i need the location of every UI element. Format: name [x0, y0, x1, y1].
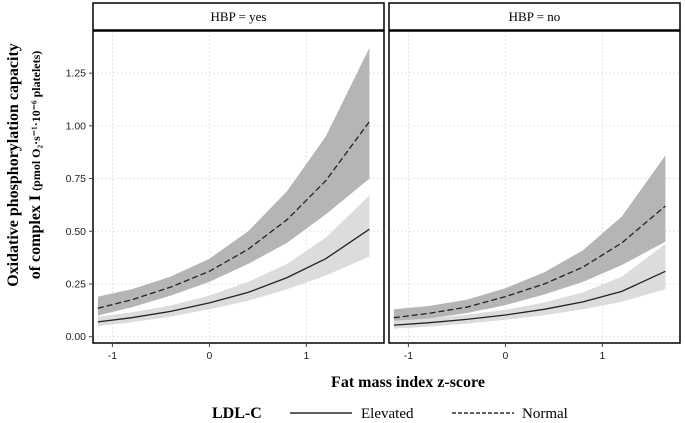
x-tick-label: -1	[404, 350, 413, 362]
series-line-elevated	[97, 228, 370, 323]
panel-2: HBP = no -1 0 1	[388, 2, 681, 362]
y-axis-title-line1: Oxidative phosphorylation capacity	[5, 43, 22, 287]
legend-label-normal: Normal	[522, 406, 568, 422]
series-line-normal	[97, 121, 370, 309]
series-line-normal	[393, 205, 666, 319]
x-axis-title: Fat mass index z-score	[331, 374, 485, 391]
confidence-band-elevated	[97, 195, 370, 327]
y-axis-title-line2: of complex I	[27, 195, 44, 279]
y-tick-label: 0.25	[66, 278, 87, 290]
x-tick-label: 1	[599, 350, 605, 362]
legend: LDL-C Elevated Normal	[212, 405, 568, 422]
confidence-band-normal	[97, 47, 370, 316]
y-tick-label: 0.00	[66, 331, 87, 343]
x-tick-label: 1	[303, 350, 309, 362]
y-axis-title: Oxidative phosphorylation capacity of co…	[5, 43, 44, 287]
panel-strip	[388, 2, 681, 31]
x-tick-label: 0	[502, 350, 508, 362]
panel-border	[92, 30, 385, 344]
panel-strip	[92, 2, 385, 31]
series-line-elevated	[393, 270, 666, 326]
panel-strip-label: HBP = yes	[211, 9, 267, 24]
y-tick-label: 1.25	[66, 68, 87, 80]
panel-strip-label: HBP = no	[509, 9, 561, 24]
svg-text:Oxidative phosphorylation capa: Oxidative phosphorylation capacity	[5, 43, 22, 287]
legend-label-elevated: Elevated	[361, 406, 414, 422]
y-tick-label: 0.75	[66, 173, 87, 185]
y-tick-label: 1.00	[66, 120, 87, 132]
confidence-band-normal	[393, 155, 666, 323]
y-tick-label: 0.50	[66, 226, 87, 238]
x-tick-label: 0	[206, 350, 212, 362]
panel-1: HBP = yes 0.00 0.25 0.50 0.75 1.00 1.25 -1 0 1	[66, 2, 385, 362]
legend-title: LDL-C	[212, 405, 262, 422]
panel-border	[388, 30, 681, 344]
svg-text:of complex I (pmol O₂·s⁻: of complex I (pmol O₂·s⁻¹·10⁻⁶ platelets…	[27, 51, 44, 280]
x-tick-label: -1	[108, 350, 117, 362]
y-axis-title-units: (pmol O₂·s⁻¹·10⁻⁶ platelets)	[29, 51, 43, 191]
